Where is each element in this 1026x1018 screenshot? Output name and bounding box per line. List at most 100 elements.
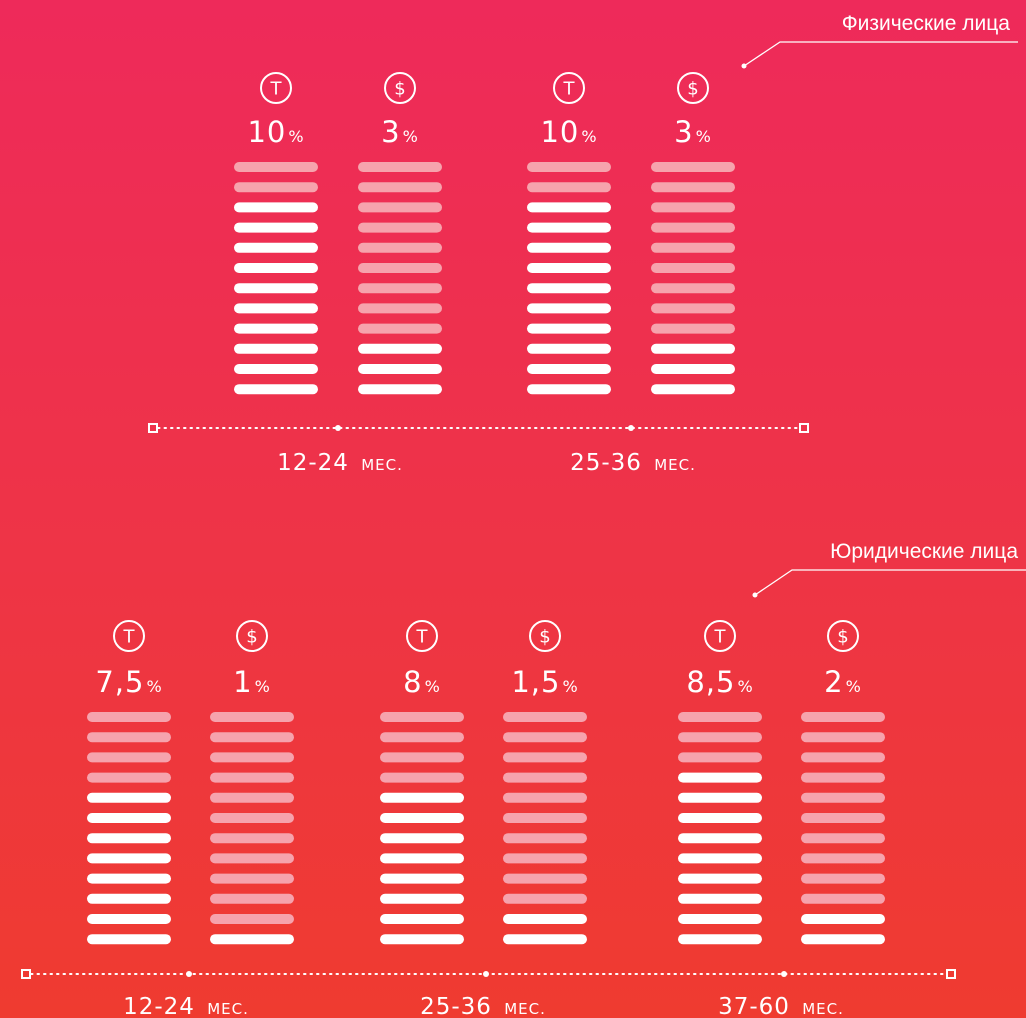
timeline-axis (148, 423, 809, 433)
bar-segment-empty (380, 732, 464, 743)
bar-segment-empty (358, 242, 442, 253)
bar-segment-filled (234, 343, 318, 354)
tenge-icon: Т (406, 620, 438, 652)
bar-segment-empty (801, 833, 885, 844)
svg-text:$: $ (539, 627, 550, 648)
data-label: 2% (824, 665, 862, 699)
bar-segment-filled (87, 914, 171, 924)
bar-segment-empty (503, 833, 587, 844)
data-label: 1,5% (511, 665, 578, 699)
tenge-icon: Т (113, 620, 145, 652)
bar-segment-empty (234, 182, 318, 193)
bar-segment-filled (678, 853, 762, 864)
bar-segment-empty (358, 283, 442, 294)
period-label: 12-24 МЕС. (123, 994, 249, 1018)
bar-segment-empty (651, 303, 735, 314)
bar-segment-empty (234, 162, 318, 172)
svg-text:$: $ (394, 79, 405, 100)
period-label: 25-36 МЕС. (420, 994, 546, 1018)
bar-segment-empty (503, 873, 587, 884)
bar-segment-empty (87, 772, 171, 783)
bar-segment-filled (380, 792, 464, 803)
bar-segment-filled (527, 283, 611, 294)
bar-segment-filled (527, 384, 611, 395)
period-label: 37-60 МЕС. (718, 994, 844, 1018)
data-label: 7,5% (95, 665, 162, 699)
svg-text:$: $ (837, 627, 848, 648)
bar-segment-empty (651, 182, 735, 193)
dollar-icon: $ (236, 620, 268, 652)
bar-segment-empty (210, 752, 294, 763)
bar-segment-filled (234, 384, 318, 395)
label-pointer-dot (741, 63, 747, 69)
bar-segment-empty (801, 873, 885, 884)
data-label: 10% (247, 115, 304, 149)
bar-segment-empty (651, 222, 735, 233)
bar-tenge-12-24: Т 10% (234, 72, 318, 395)
bar-segment-empty (651, 283, 735, 294)
bar-segment-filled (527, 303, 611, 314)
data-label: 3% (674, 115, 712, 149)
bar-segment-filled (527, 323, 611, 334)
bar-segment-filled (380, 813, 464, 823)
bar-tenge-25-36: Т 10% (527, 72, 611, 395)
bar-tenge-12-24: Т 7,5% (87, 620, 171, 945)
axis-tick (186, 971, 192, 977)
tenge-icon: Т (260, 72, 292, 104)
axis-tick (628, 425, 634, 431)
bar-segment-empty (210, 732, 294, 743)
bar-segment-filled (503, 914, 587, 924)
bar-tenge-37-60: Т 8,5% (678, 620, 762, 945)
bar-segment-empty (87, 732, 171, 743)
bar-usd-25-36: $1,5% (503, 620, 587, 945)
chart-0: Физические лица Т 10 % $3 % 12-24 МЕС. Т 10 % $3 % 2… (148, 12, 1018, 476)
data-label: 8% (403, 665, 441, 699)
label-pointer-line (754, 569, 1026, 596)
bar-segment-filled (678, 934, 762, 945)
bar-segment-empty (503, 853, 587, 864)
bar-segment-empty (210, 813, 294, 823)
tenge-icon: Т (553, 72, 585, 104)
timeline-axis (21, 969, 956, 979)
bar-segment-filled (87, 893, 171, 904)
svg-text:Т: Т (714, 627, 727, 648)
bar-segment-filled (234, 222, 318, 233)
bar-segment-empty (210, 873, 294, 884)
bar-segment-filled (234, 323, 318, 334)
data-label: 1% (233, 665, 271, 699)
bar-segment-empty (210, 893, 294, 904)
bar-segment-empty (358, 162, 442, 172)
bar-segment-empty (678, 752, 762, 763)
svg-text:$: $ (687, 79, 698, 100)
axis-tick (483, 971, 489, 977)
bar-usd-12-24: $3% (358, 72, 442, 395)
bar-segment-filled (380, 853, 464, 864)
bar-segment-filled (234, 202, 318, 213)
bar-segment-empty (380, 712, 464, 722)
bar-segment-filled (527, 364, 611, 374)
dollar-icon: $ (529, 620, 561, 652)
bar-segment-filled (380, 833, 464, 844)
data-label: 10% (540, 115, 597, 149)
bar-segment-empty (527, 162, 611, 172)
axis-end-marker (946, 969, 956, 979)
axis-tick (781, 971, 787, 977)
bar-usd-25-36: $3% (651, 72, 735, 395)
bar-segment-filled (87, 873, 171, 884)
bar-segment-filled (87, 833, 171, 844)
bar-segment-empty (210, 853, 294, 864)
svg-text:Т: Т (563, 79, 576, 100)
bar-segment-filled (527, 343, 611, 354)
bar-segment-empty (801, 772, 885, 783)
bar-segment-filled (358, 343, 442, 354)
bar-segment-filled (503, 934, 587, 945)
bar-segment-empty (87, 712, 171, 722)
bar-segment-empty (651, 263, 735, 273)
bar-segment-filled (651, 364, 735, 374)
bar-segment-filled (234, 263, 318, 273)
bar-segment-empty (358, 263, 442, 273)
bar-segment-filled (651, 384, 735, 395)
bar-segment-filled (678, 772, 762, 783)
bar-segment-empty (380, 772, 464, 783)
